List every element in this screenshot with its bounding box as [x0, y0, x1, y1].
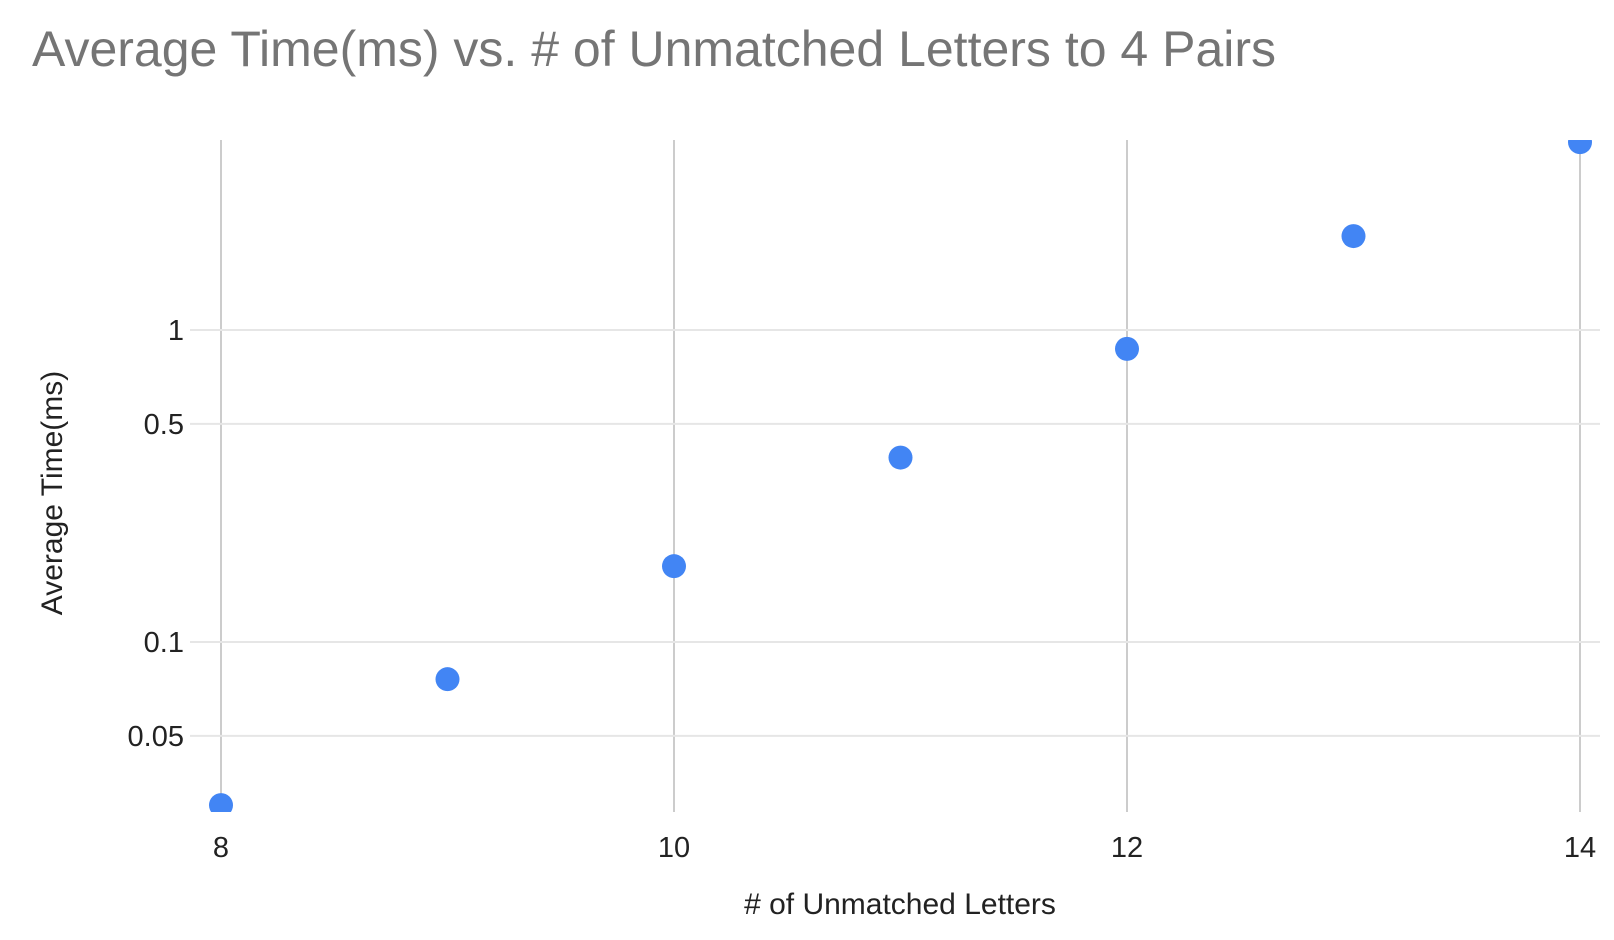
- x-tick-labels: 8 10 12 14: [213, 832, 1596, 864]
- x-tick-label: 12: [1111, 832, 1143, 864]
- data-point: [1341, 224, 1366, 249]
- y-tick-label: 0.5: [144, 409, 184, 441]
- x-tick-label: 8: [213, 832, 229, 864]
- data-point: [435, 667, 460, 692]
- data-point: [888, 445, 913, 470]
- y-tick-labels: 0.05 0.1 0.5 1: [128, 315, 184, 753]
- data-point: [209, 793, 233, 812]
- y-tick-label: 0.1: [144, 627, 184, 659]
- chart-title: Average Time(ms) vs. # of Unmatched Lett…: [32, 21, 1277, 77]
- data-point: [1115, 336, 1139, 361]
- y-tick-label: 1: [168, 315, 184, 347]
- data-point: [1568, 140, 1592, 155]
- y-tick-label: 0.05: [128, 721, 184, 753]
- y-gridlines: [190, 329, 1600, 737]
- x-axis-title: # of Unmatched Letters: [744, 888, 1056, 921]
- x-gridlines: [220, 140, 1581, 812]
- data-points: [209, 140, 1592, 812]
- data-point: [662, 554, 686, 579]
- y-axis-title: Average Time(ms): [36, 371, 69, 616]
- x-tick-label: 14: [1564, 832, 1596, 864]
- x-tick-label: 10: [658, 832, 690, 864]
